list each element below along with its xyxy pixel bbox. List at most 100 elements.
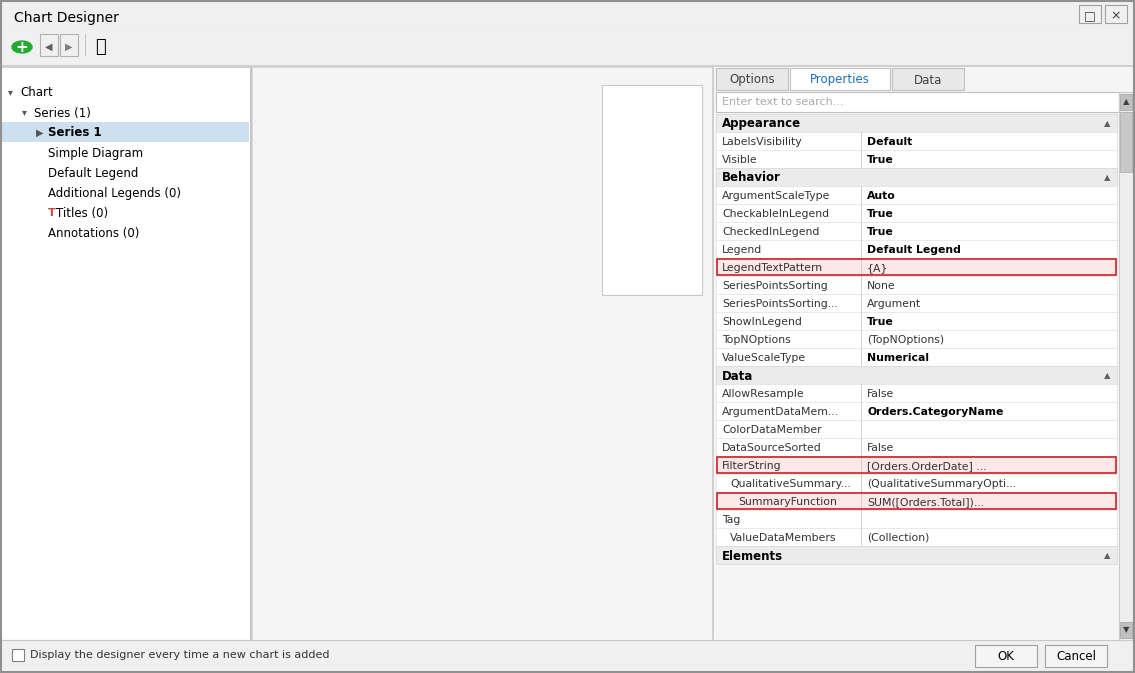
Text: ShowInLegend: ShowInLegend (722, 317, 801, 327)
Wedge shape (388, 399, 445, 454)
Text: Default Legend: Default Legend (867, 245, 961, 255)
Text: Legend: Legend (722, 245, 763, 255)
Text: True: True (867, 209, 893, 219)
Text: ValueScaleType: ValueScaleType (722, 353, 806, 363)
Text: 10.13%: 10.13% (503, 445, 539, 455)
Text: (TopNOptions): (TopNOptions) (867, 335, 944, 345)
Wedge shape (442, 401, 476, 453)
Text: ▲: ▲ (1103, 371, 1110, 380)
Text: Display the designer every time a new chart is added: Display the designer every time a new ch… (30, 650, 329, 660)
Text: Data: Data (722, 369, 754, 382)
Text: QualitativeSummary...: QualitativeSummary... (730, 479, 850, 489)
Text: A: A (634, 96, 642, 106)
Text: None: None (867, 281, 896, 291)
Text: 11.08%: 11.08% (305, 289, 343, 298)
Text: ▶: ▶ (65, 42, 73, 52)
Text: ▲: ▲ (1123, 98, 1129, 106)
Text: Options: Options (729, 73, 775, 87)
Text: T: T (48, 208, 56, 218)
Text: +: + (16, 40, 28, 55)
Wedge shape (470, 277, 536, 345)
Text: Visible: Visible (722, 155, 758, 165)
Text: [Orders.OrderDate] ...: [Orders.OrderDate] ... (867, 461, 986, 471)
Text: FilterString: FilterString (722, 461, 782, 471)
Text: H: H (634, 240, 644, 250)
Text: False: False (867, 389, 894, 399)
Text: OK: OK (998, 649, 1015, 662)
Text: Series 1: Series 1 (48, 127, 102, 139)
Text: 11.32%: 11.32% (529, 284, 566, 294)
Text: Behavior: Behavior (722, 172, 781, 184)
Text: ValueDataMembers: ValueDataMembers (730, 533, 836, 543)
Text: Additional Legends (0): Additional Legends (0) (48, 186, 180, 199)
Text: ▶: ▶ (36, 128, 47, 138)
Text: 10.01%: 10.01% (325, 436, 362, 446)
Text: C: C (634, 137, 642, 147)
Wedge shape (346, 376, 412, 441)
Text: □: □ (1084, 9, 1096, 22)
Wedge shape (481, 336, 537, 404)
Text: 10.97%: 10.97% (462, 228, 498, 238)
Text: CheckableInLegend: CheckableInLegend (722, 209, 830, 219)
Text: Titles (0): Titles (0) (56, 207, 108, 219)
Text: Auto: Auto (867, 191, 896, 201)
Text: LegendTextPattern: LegendTextPattern (722, 263, 823, 273)
Text: Properties: Properties (810, 73, 869, 87)
Text: Data: Data (914, 73, 942, 87)
Text: F: F (634, 199, 641, 209)
Text: True: True (867, 317, 893, 327)
Text: Chart Designer: Chart Designer (14, 11, 119, 25)
Text: Tag: Tag (722, 515, 740, 525)
Text: Cancel: Cancel (1056, 649, 1096, 662)
Text: Enter text to search...: Enter text to search... (722, 97, 843, 107)
Text: (Collection): (Collection) (867, 533, 930, 543)
Wedge shape (457, 380, 523, 446)
Text: ▲: ▲ (1103, 551, 1110, 561)
Text: 9.18%: 9.18% (295, 367, 326, 378)
Text: B: B (634, 116, 642, 126)
Text: AllowResample: AllowResample (722, 389, 805, 399)
Text: ◀: ◀ (45, 42, 52, 52)
Text: ×: × (1111, 9, 1121, 22)
Text: DataSourceSorted: DataSourceSorted (722, 443, 822, 453)
Text: ▾: ▾ (8, 88, 16, 98)
Text: ▲: ▲ (1103, 174, 1110, 182)
Text: D: D (634, 157, 644, 167)
Text: ▼: ▼ (1123, 625, 1129, 635)
Wedge shape (337, 339, 389, 396)
Wedge shape (370, 254, 437, 315)
Text: LabelsVisibility: LabelsVisibility (722, 137, 802, 147)
Text: TopNOptions: TopNOptions (722, 335, 791, 345)
Text: 11.68%: 11.68% (372, 229, 410, 239)
Wedge shape (338, 279, 402, 346)
Text: ArgumentDataMem...: ArgumentDataMem... (722, 407, 839, 417)
Text: 📊: 📊 (94, 38, 106, 56)
Text: SummaryFunction: SummaryFunction (738, 497, 836, 507)
Text: Series (1): Series (1) (34, 106, 91, 120)
Text: Default: Default (867, 137, 913, 147)
Text: {A}: {A} (867, 263, 889, 273)
Text: G: G (634, 219, 644, 229)
Text: E: E (634, 178, 641, 188)
Text: True: True (867, 227, 893, 237)
Text: ArgumentScaleType: ArgumentScaleType (722, 191, 831, 201)
Text: Chart: Chart (20, 87, 52, 100)
Text: Annotations (0): Annotations (0) (48, 227, 140, 240)
Text: ColorDataMember: ColorDataMember (722, 425, 822, 435)
Text: Simple Diagram: Simple Diagram (48, 147, 143, 160)
Text: Elements: Elements (722, 549, 783, 563)
Text: I: I (634, 260, 638, 270)
Wedge shape (437, 254, 501, 314)
Text: CheckedInLegend: CheckedInLegend (722, 227, 819, 237)
Text: Default Legend: Default Legend (48, 166, 138, 180)
Text: Argument: Argument (867, 299, 922, 309)
Text: 9.30%: 9.30% (395, 474, 426, 484)
Text: (QualitativeSummaryOpti...: (QualitativeSummaryOpti... (867, 479, 1016, 489)
Text: True: True (867, 155, 893, 165)
Text: False: False (867, 443, 894, 453)
Text: SeriesPointsSorting: SeriesPointsSorting (722, 281, 827, 291)
Text: Numerical: Numerical (867, 353, 930, 363)
Text: SUM([Orders.Total])...: SUM([Orders.Total])... (867, 497, 984, 507)
Text: J: J (634, 281, 638, 291)
Text: Orders.CategoryName: Orders.CategoryName (867, 407, 1003, 417)
